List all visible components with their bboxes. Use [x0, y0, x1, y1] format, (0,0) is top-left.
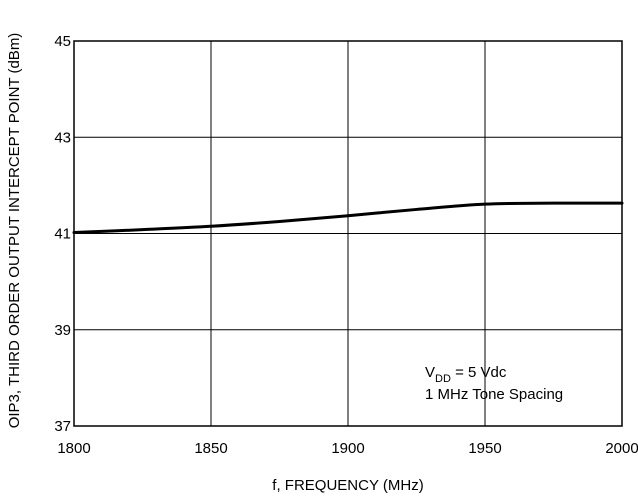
- x-tick-1850: 1850: [194, 440, 227, 457]
- y-tick-labels: 37 39 41 43 45: [54, 33, 71, 435]
- vdd-annotation: VDD = 5 Vdc: [425, 364, 507, 385]
- y-tick-43: 43: [54, 129, 71, 146]
- x-tick-1900: 1900: [331, 440, 364, 457]
- vdd-subscript: DD: [435, 373, 451, 385]
- series-line-0: [72, 201, 624, 235]
- y-tick-37: 37: [54, 418, 71, 435]
- x-tick-2000: 2000: [605, 440, 638, 457]
- x-axis-label: f, FREQUENCY (MHz): [272, 477, 423, 494]
- x-tick-1800: 1800: [57, 440, 90, 457]
- tone-spacing-annotation: 1 MHz Tone Spacing: [425, 386, 563, 403]
- y-axis-label: OIP3, THIRD ORDER OUTPUT INTERCEPT POINT…: [6, 33, 23, 429]
- vdd-value: = 5 Vdc: [451, 364, 507, 381]
- y-tick-45: 45: [54, 33, 71, 50]
- y-tick-39: 39: [54, 322, 71, 339]
- y-tick-41: 41: [54, 226, 71, 243]
- grid-lines: [73, 40, 623, 427]
- series-layer: [72, 201, 624, 235]
- x-tick-1950: 1950: [468, 440, 501, 457]
- plot-frame: [73, 40, 623, 427]
- x-tick-labels: 1800 1850 1900 1950 2000: [57, 440, 638, 457]
- vdd-v: V: [425, 364, 435, 381]
